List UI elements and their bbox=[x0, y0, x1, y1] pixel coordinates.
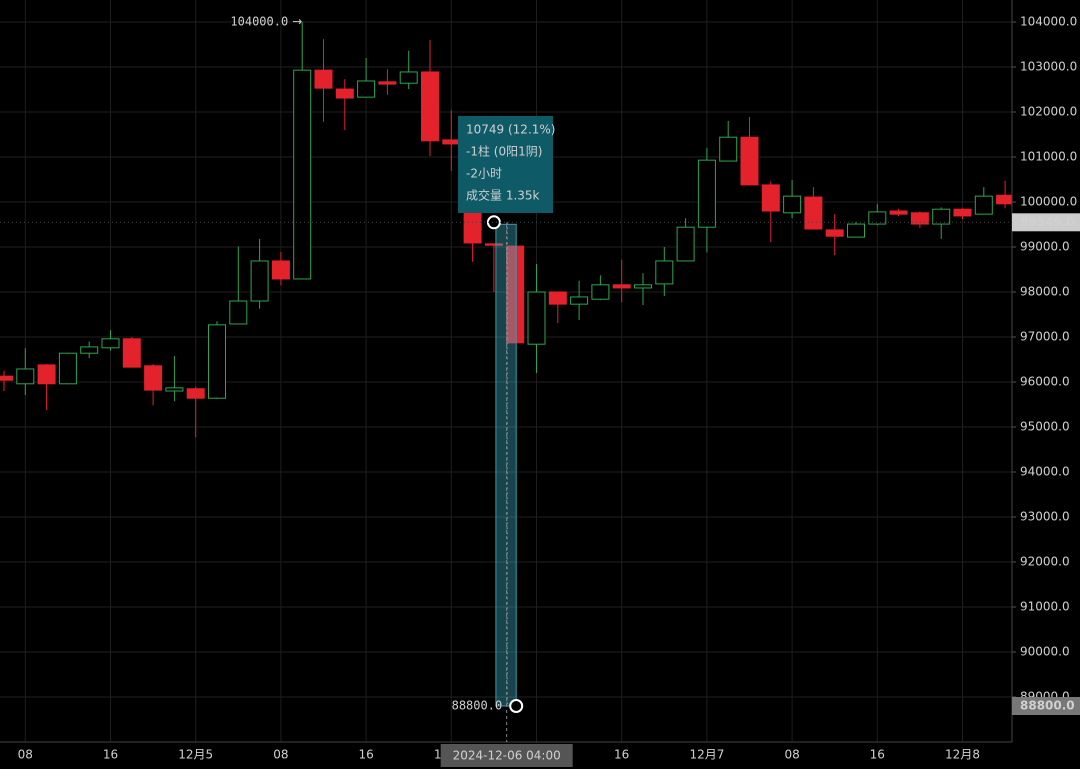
candle-body bbox=[314, 69, 333, 89]
candle-body bbox=[825, 229, 844, 237]
measure-tooltip bbox=[458, 116, 553, 213]
candle-body bbox=[399, 71, 418, 84]
measure-tooltip-line: -2小时 bbox=[466, 167, 502, 181]
candle-body bbox=[0, 375, 13, 381]
candle-body bbox=[932, 208, 951, 225]
candle-body bbox=[229, 300, 248, 325]
candle-body bbox=[697, 159, 716, 228]
candle-body bbox=[783, 195, 802, 214]
candle-body bbox=[570, 296, 589, 305]
measure-tooltip-line: 成交量 1.35k bbox=[466, 188, 540, 203]
y-tick-label: 103000.0 bbox=[1020, 60, 1077, 74]
y-tick-label: 104000.0 bbox=[1020, 15, 1077, 29]
y-tick-label: 102000.0 bbox=[1020, 105, 1077, 119]
candle-body bbox=[910, 212, 929, 225]
high-label: 104000.0 bbox=[230, 15, 288, 29]
candle-body bbox=[80, 346, 99, 354]
candle-body bbox=[144, 365, 163, 391]
candle-body bbox=[293, 69, 312, 280]
candle-body bbox=[442, 139, 461, 145]
measure-end bbox=[509, 699, 524, 714]
x-tick-label: 08 bbox=[273, 748, 288, 762]
y-tick-label: 99000.0 bbox=[1020, 240, 1070, 254]
x-tick-label: 12月5 bbox=[178, 748, 213, 762]
candle-body bbox=[208, 324, 226, 399]
candle-body bbox=[484, 243, 503, 246]
measure-tooltip-line: -1柱 (0阳1阴) bbox=[466, 144, 542, 159]
candle-body bbox=[804, 196, 823, 230]
candle-body bbox=[740, 136, 759, 186]
x-tick-label: 08 bbox=[784, 748, 799, 762]
candle-body bbox=[761, 184, 780, 212]
candle-body bbox=[889, 210, 908, 215]
high-arrow: → bbox=[292, 15, 302, 29]
candle-body bbox=[868, 211, 887, 225]
y-tick-label: 92000.0 bbox=[1020, 555, 1070, 569]
candle-body bbox=[186, 388, 205, 399]
candle-body bbox=[612, 284, 631, 289]
measure-end-label: 88800.0 bbox=[452, 699, 503, 713]
candle-body bbox=[847, 223, 865, 238]
candle-body bbox=[37, 364, 56, 385]
measure-start bbox=[486, 215, 501, 230]
candle-body bbox=[634, 284, 652, 289]
candle-body bbox=[655, 260, 674, 285]
candle-body bbox=[421, 71, 439, 142]
candle-body bbox=[591, 284, 610, 300]
last-price-label: 99549.0 bbox=[1020, 215, 1075, 229]
x-tick-label: 16 bbox=[614, 748, 629, 762]
y-tick-label: 93000.0 bbox=[1020, 510, 1070, 524]
candle-body bbox=[271, 260, 290, 280]
x-tick-label: 12月8 bbox=[945, 748, 980, 762]
candle-body bbox=[58, 352, 77, 385]
y-tick-label: 98000.0 bbox=[1020, 285, 1070, 299]
candle-body bbox=[378, 81, 397, 85]
x-tick-label: 08 bbox=[18, 748, 33, 762]
y-tick-label: 96000.0 bbox=[1020, 375, 1070, 389]
candle-body bbox=[165, 387, 184, 392]
crosshair-label: 2024-12-06 04:00 bbox=[453, 749, 561, 763]
measure-tooltip-line: 10749 (12.1%) bbox=[466, 123, 555, 137]
candle-body bbox=[16, 368, 35, 385]
candle-body bbox=[527, 291, 546, 345]
y-tick-label: 90000.0 bbox=[1020, 645, 1070, 659]
candle-body bbox=[122, 338, 141, 368]
candle-body bbox=[357, 80, 376, 98]
y-tick-label: 97000.0 bbox=[1020, 330, 1070, 344]
measure-price-bg bbox=[1012, 697, 1080, 716]
x-tick-label: 16 bbox=[870, 748, 885, 762]
candle-body bbox=[953, 208, 972, 217]
candle-body bbox=[676, 226, 695, 262]
y-tick-label: 91000.0 bbox=[1020, 600, 1070, 614]
measure-box bbox=[495, 223, 517, 707]
x-tick-label: 16 bbox=[358, 748, 373, 762]
candle-body bbox=[974, 195, 993, 215]
candle-body bbox=[506, 245, 525, 344]
candle-body bbox=[250, 260, 269, 302]
x-tick-label: 16 bbox=[103, 748, 118, 762]
candle-body bbox=[719, 136, 738, 162]
y-tick-label: 95000.0 bbox=[1020, 420, 1070, 434]
candle-body bbox=[996, 194, 1013, 205]
x-tick-label: 12月7 bbox=[689, 748, 724, 762]
measure-price-label: 88800.0 bbox=[1020, 699, 1075, 713]
crosshair-label-bg bbox=[440, 744, 573, 767]
candle-body bbox=[101, 338, 120, 349]
candle-body bbox=[335, 88, 354, 99]
candle-body bbox=[548, 291, 567, 305]
y-tick-label: 101000.0 bbox=[1020, 150, 1077, 164]
y-tick-label: 100000.0 bbox=[1020, 195, 1077, 209]
y-tick-label: 94000.0 bbox=[1020, 465, 1070, 479]
last-price-bg bbox=[1012, 213, 1080, 232]
